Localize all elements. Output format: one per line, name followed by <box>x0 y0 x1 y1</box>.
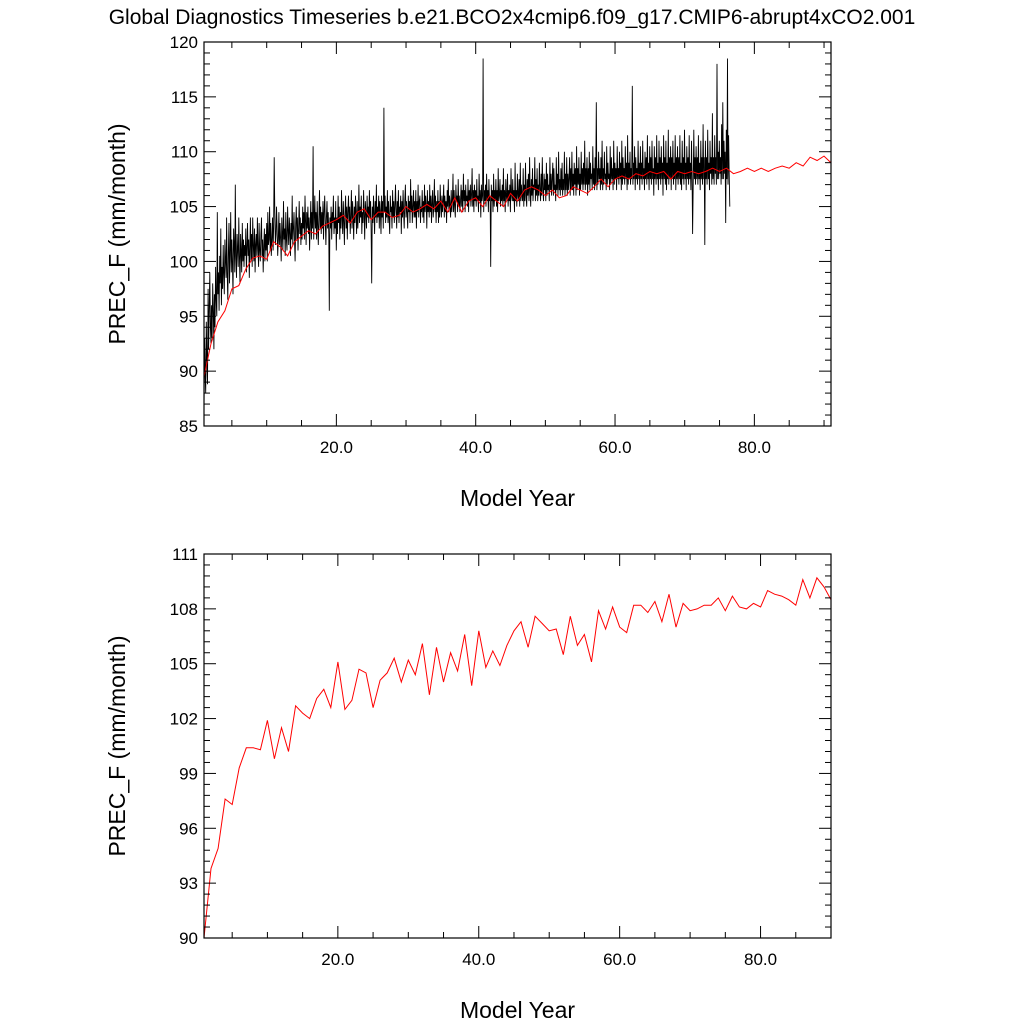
bottom-ytick-label: 102 <box>170 710 198 729</box>
bottom-x-axis-label: Model Year <box>460 997 575 1023</box>
bottom-ytick-label: 108 <box>170 600 198 619</box>
bottom-ytick-label: 93 <box>179 874 198 893</box>
bottom-y-axis-label: PREC_F (mm/month) <box>104 635 130 856</box>
top-ytick-label: 120 <box>170 33 198 52</box>
bottom-ytick-label: 96 <box>179 819 198 838</box>
bottom-xtick-label: 60.0 <box>603 950 636 969</box>
bottom-xtick-label: 80.0 <box>744 950 777 969</box>
bottom-ytick-label: 111 <box>172 545 198 564</box>
bottom-ytick-label: 90 <box>179 929 198 948</box>
top-y-axis-label: PREC_F (mm/month) <box>104 123 130 344</box>
bottom-xtick-label: 40.0 <box>462 950 495 969</box>
top-xtick-label: 60.0 <box>598 438 631 457</box>
top-xtick-label: 20.0 <box>320 438 353 457</box>
top-ytick-label: 110 <box>171 143 198 162</box>
top-ytick-label: 115 <box>171 88 198 107</box>
top-ytick-label: 90 <box>179 362 198 381</box>
figure-title: Global Diagnostics Timeseries b.e21.BCO2… <box>109 6 916 29</box>
top-plot-frame <box>203 41 832 427</box>
top-ytick-label: 85 <box>179 417 198 436</box>
bottom-xtick-label: 20.0 <box>321 950 354 969</box>
bottom-ytick-label: 105 <box>170 655 198 674</box>
top-ytick-label: 95 <box>179 307 198 326</box>
top-xtick-label: 80.0 <box>738 438 771 457</box>
top-ytick-label: 105 <box>170 198 198 217</box>
top-panel: 85 90 95 100 105 110 115 120 20.0 40.0 60.0 80.0 Mod… <box>104 33 832 511</box>
top-x-axis-label: Model Year <box>460 485 575 511</box>
bottom-annual-series-line <box>203 576 832 939</box>
top-annual-series-line <box>203 155 832 377</box>
bottom-panel: 90 93 96 99 102 105 108 111 20.0 40.0 60.0 80.0 Mode… <box>104 545 832 1023</box>
top-monthly-series-line <box>203 58 731 410</box>
bottom-plot-frame <box>203 553 832 939</box>
bottom-ytick-label: 99 <box>179 764 198 783</box>
top-ytick-label: 100 <box>170 252 198 271</box>
top-xtick-label: 40.0 <box>459 438 492 457</box>
